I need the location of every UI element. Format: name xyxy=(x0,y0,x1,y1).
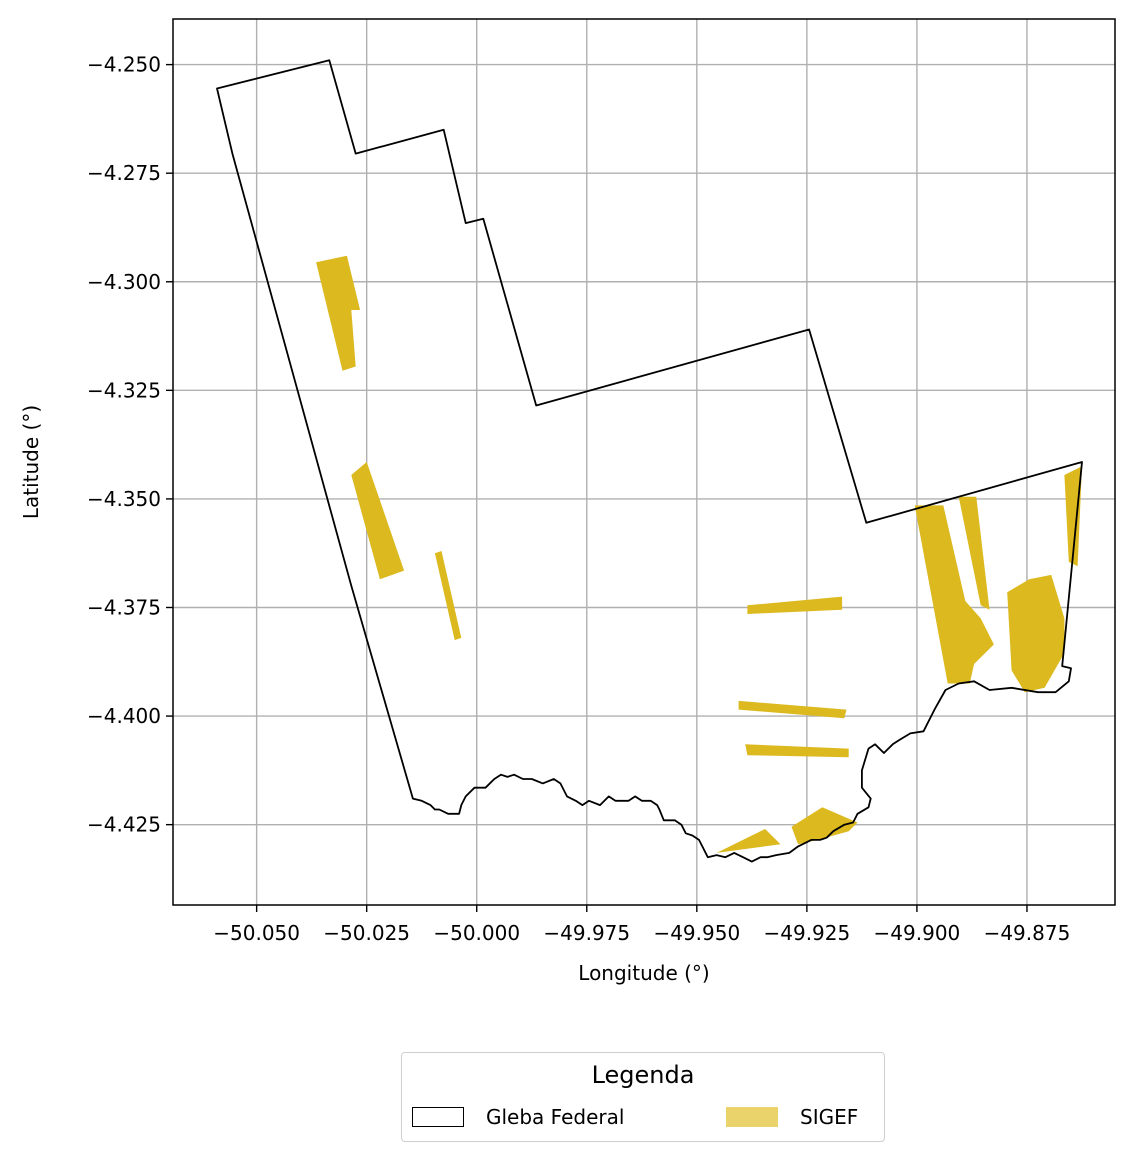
x-tick-label: −49.975 xyxy=(543,921,630,945)
legend-label-sigef: SIGEF xyxy=(800,1105,858,1129)
x-tick-label: −49.950 xyxy=(653,921,740,945)
x-axis-title: Longitude (°) xyxy=(578,961,709,985)
x-tick-label: −50.025 xyxy=(323,921,410,945)
y-tick-label: −4.325 xyxy=(87,378,161,402)
legend-label-gleba-federal: Gleba Federal xyxy=(486,1105,624,1129)
legend-swatch-outline xyxy=(412,1107,464,1127)
x-tick-label: −50.050 xyxy=(213,921,300,945)
legend-title: Legenda xyxy=(402,1061,884,1089)
y-axis-ticks: −4.250 −4.275 −4.300 −4.325 −4.350 −4.375 −4.4… xyxy=(87,53,173,837)
y-tick-label: −4.275 xyxy=(87,161,161,185)
legend-item-gleba-federal: Gleba Federal xyxy=(412,1105,624,1129)
plot-background xyxy=(173,19,1115,905)
legend-swatch-fill xyxy=(726,1107,778,1127)
y-tick-label: −4.350 xyxy=(87,487,161,511)
legend-item-sigef: SIGEF xyxy=(726,1105,858,1129)
y-axis-title: Latitude (°) xyxy=(19,405,43,519)
legend: Legenda Gleba Federal SIGEF xyxy=(401,1052,885,1142)
x-tick-label: −49.900 xyxy=(874,921,961,945)
y-tick-label: −4.425 xyxy=(87,813,161,837)
x-tick-label: −50.000 xyxy=(433,921,520,945)
x-axis-ticks: −50.050 −50.025 −50.000 −49.975 −49.950 −49.9… xyxy=(213,905,1070,945)
y-tick-label: −4.300 xyxy=(87,270,161,294)
y-tick-label: −4.250 xyxy=(87,53,161,77)
x-tick-label: −49.925 xyxy=(763,921,850,945)
x-tick-label: −49.875 xyxy=(984,921,1071,945)
y-tick-label: −4.400 xyxy=(87,704,161,728)
y-tick-label: −4.375 xyxy=(87,595,161,619)
